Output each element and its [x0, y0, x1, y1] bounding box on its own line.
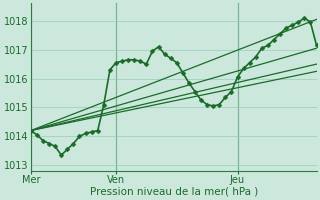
X-axis label: Pression niveau de la mer( hPa ): Pression niveau de la mer( hPa )	[90, 187, 258, 197]
